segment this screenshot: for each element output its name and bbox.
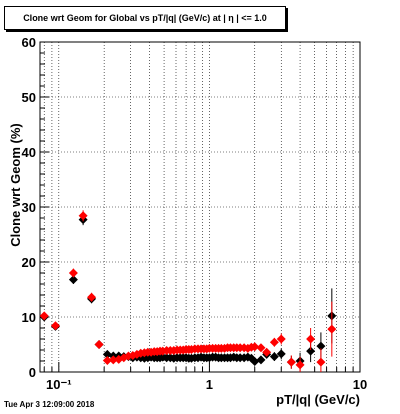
data-point: [269, 352, 279, 362]
y-tick-label: 60: [22, 35, 36, 50]
y-tick-label: 30: [22, 200, 36, 215]
data-point: [87, 292, 97, 302]
data-point: [68, 268, 78, 278]
data-point: [102, 355, 112, 365]
data-point: [68, 275, 78, 285]
x-tick-label: 10: [353, 377, 367, 392]
data-point: [108, 355, 118, 365]
x-tick-label: 10⁻¹: [46, 377, 72, 392]
data-point: [262, 347, 272, 357]
data-point: [78, 211, 88, 221]
timestamp-footer: Tue Apr 3 12:09:00 2018: [4, 400, 95, 409]
y-tick-label: 20: [22, 255, 36, 270]
data-point: [50, 321, 60, 331]
data-point: [250, 357, 260, 367]
y-tick-label: 0: [29, 365, 36, 380]
y-tick-label: 10: [22, 310, 36, 325]
data-point: [39, 311, 49, 321]
series-black: [39, 214, 337, 370]
y-axis-label: Clone wrt Geom (%): [8, 123, 23, 247]
data-point: [256, 343, 266, 353]
data-point: [94, 340, 104, 349]
data-point: [316, 341, 326, 351]
data-point: [276, 334, 286, 344]
y-tick-label: 50: [22, 90, 36, 105]
data-point: [250, 342, 260, 352]
data-point: [316, 357, 326, 367]
data-point: [295, 360, 305, 370]
data-point: [286, 357, 296, 367]
data-point: [327, 324, 337, 334]
data-point: [269, 337, 279, 347]
chart-title: Clone wrt Geom for Global vs pT/|q| (GeV…: [4, 6, 286, 30]
data-point: [306, 346, 316, 356]
series-red: [39, 210, 337, 372]
data-point: [256, 355, 266, 365]
y-tick-label: 40: [22, 145, 36, 160]
data-point: [306, 334, 316, 344]
x-tick-label: 1: [206, 377, 213, 392]
x-axis-label: pT/|q| (GeV/c): [276, 392, 360, 407]
data-point: [276, 349, 286, 359]
